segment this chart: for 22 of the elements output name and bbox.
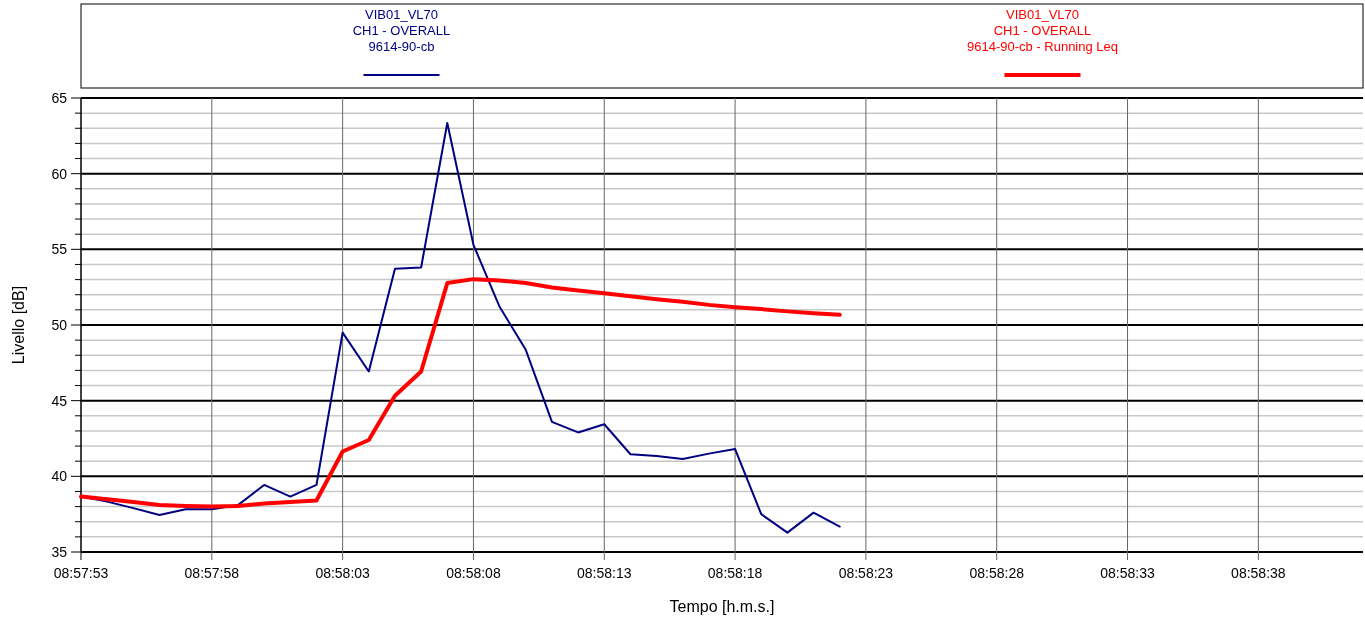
x-axis-title: Tempo [h.m.s.] [669, 598, 775, 615]
x-tick-label: 08:58:23 [838, 565, 894, 581]
x-tick-label: 08:57:58 [184, 565, 240, 581]
x-tick-label: 08:58:08 [446, 565, 501, 581]
x-tick-label: 08:58:13 [577, 565, 632, 581]
x-tick-label: 08:58:03 [315, 565, 371, 581]
x-tick-label: 08:58:38 [1231, 565, 1286, 581]
y-tick-label: 40 [51, 468, 68, 485]
x-tick-label: 08:57:53 [53, 565, 109, 581]
y-tick-label: 55 [51, 241, 68, 258]
y-tick-label: 65 [51, 89, 68, 106]
y-tick-label: 60 [51, 165, 68, 182]
x-tick-label: 08:58:33 [1100, 565, 1155, 581]
x-tick-label: 08:58:18 [707, 565, 763, 581]
y-tick-label: 45 [51, 392, 68, 409]
y-tick-label: 50 [51, 316, 68, 333]
text: VIB01_VL70 CH1 - OVERALL 9614-90-cb - Running Leq [966, 7, 1119, 54]
x-tick-label: 08:58:28 [969, 565, 1025, 581]
line-series [79, 277, 842, 509]
y-tick-label: 35 [51, 543, 68, 560]
y-axis-title: Livello [dB] [10, 285, 27, 365]
text: VIB01_VL70 CH1 - OVERALL 9614-90-cb [352, 7, 451, 54]
